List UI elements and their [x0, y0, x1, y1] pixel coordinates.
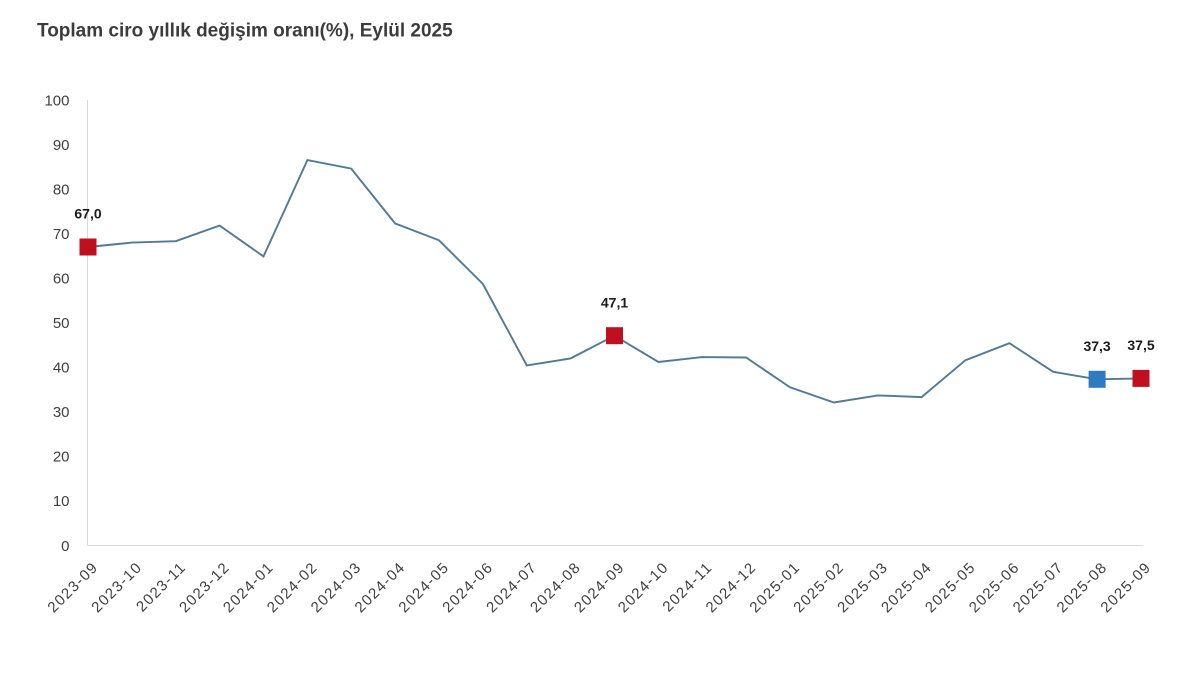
- svg-text:10: 10: [53, 493, 70, 510]
- svg-text:47,1: 47,1: [601, 294, 628, 310]
- svg-text:60: 60: [53, 271, 70, 288]
- svg-text:20: 20: [53, 449, 70, 466]
- svg-text:37,5: 37,5: [1127, 337, 1154, 353]
- svg-text:90: 90: [53, 137, 70, 154]
- svg-text:70: 70: [53, 226, 70, 243]
- svg-text:0: 0: [61, 538, 69, 555]
- svg-text:80: 80: [53, 181, 70, 198]
- svg-text:100: 100: [44, 92, 69, 109]
- svg-text:30: 30: [53, 404, 70, 421]
- svg-text:37,3: 37,3: [1083, 338, 1110, 354]
- svg-text:67,0: 67,0: [74, 206, 101, 222]
- svg-text:50: 50: [53, 315, 70, 332]
- svg-text:40: 40: [53, 360, 70, 377]
- svg-text:Toplam ciro yıllık değişim ora: Toplam ciro yıllık değişim oranı(%), Eyl…: [37, 21, 453, 42]
